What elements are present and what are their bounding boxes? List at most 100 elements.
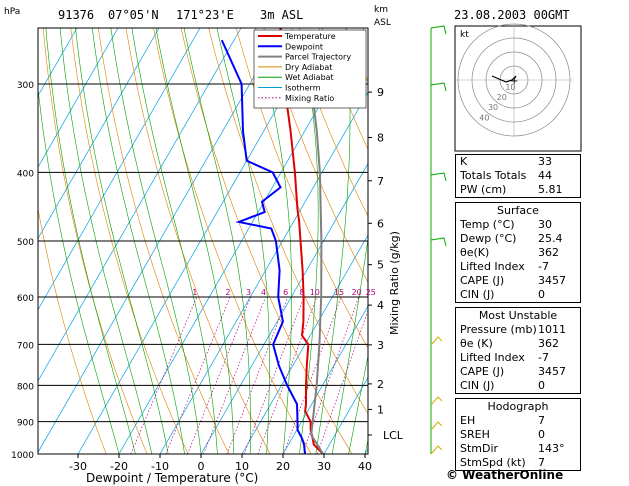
wind-barb: [430, 421, 443, 431]
isotherm-line: [38, 28, 119, 168]
pressure-tick-label: 900: [17, 419, 34, 429]
legend-entry: Wet Adiabat: [285, 73, 334, 82]
wet-adiabat-line: [59, 28, 153, 454]
index-label: θe (K): [460, 337, 493, 350]
km-tick-label: 7: [377, 175, 384, 188]
index-row: Temp (°C) 30: [456, 218, 580, 232]
wind-barb: [430, 237, 447, 247]
index-value: -7: [538, 351, 549, 364]
index-label: Dewp (°C): [460, 232, 517, 245]
plot-frame: [37, 27, 369, 455]
index-value: 1011: [538, 323, 566, 336]
index-label: θe(K): [460, 246, 490, 259]
dry-adiabat-line: [291, 28, 368, 217]
index-label: PW (cm): [460, 183, 507, 196]
index-row: CAPE (J) 3457: [456, 274, 580, 288]
hodograph-ring-label: 10: [505, 83, 515, 92]
index-label: Pressure (mb): [460, 323, 537, 336]
series-temperature: [279, 28, 324, 454]
x-tick-label: -30: [69, 460, 87, 473]
mixing-ratio-label: 8: [299, 288, 304, 297]
index-row: EH 7: [456, 414, 580, 428]
index-row: StmDir 143°: [456, 442, 580, 456]
index-row: CIN (J) 0: [456, 288, 580, 302]
index-value: 3457: [538, 274, 566, 287]
right-axis-title: Mixing Ratio (g/kg): [388, 231, 401, 335]
pressure-tick-label: 600: [17, 294, 34, 304]
wet-adiabat-line: [131, 28, 218, 454]
mixing-ratio-line: [226, 296, 289, 454]
wet-adiabat-line: [348, 354, 368, 454]
wet-adiabat-line: [45, 28, 136, 454]
mixing-ratio-label: 25: [366, 288, 376, 297]
dry-adiabat-line: [180, 28, 353, 454]
index-value: 0: [538, 379, 545, 392]
km-tick-label: 9: [377, 86, 384, 99]
wet-adiabat-line: [75, 28, 169, 454]
index-row: SREH 0: [456, 428, 580, 442]
most-unstable-box: Most Unstable Pressure (mb) 1011 θe (K) 362…: [455, 307, 581, 394]
index-label: Lifted Index: [460, 351, 525, 364]
mixing-ratio-line: [165, 296, 231, 454]
km-tick-label: 1: [377, 403, 384, 416]
index-row: PW (cm) 5.81: [456, 183, 580, 197]
index-value: 5.81: [538, 183, 563, 196]
mixing-ratio-label: 6: [283, 288, 288, 297]
index-row: Dewp (°C) 25.4: [456, 232, 580, 246]
index-row: Totals Totals 44: [456, 169, 580, 183]
weatheronline-credit: © WeatherOnline: [446, 468, 564, 482]
km-tick-label: 4: [377, 299, 384, 312]
wet-adiabat-line: [155, 28, 235, 454]
hpa-label: hPa: [4, 7, 20, 17]
index-value: 33: [538, 155, 552, 168]
most-unstable-title: Most Unstable: [478, 309, 558, 322]
index-label: StmDir: [460, 442, 499, 455]
dry-adiabat-line: [622, 28, 629, 454]
dry-adiabat-line: [38, 207, 107, 454]
mixing-ratio-label: 1: [192, 288, 197, 297]
index-label: K: [460, 155, 468, 168]
hodograph-trace: [491, 75, 517, 83]
index-value: 3457: [538, 365, 566, 378]
km-tick-label: 5: [377, 259, 384, 272]
hodograph-kt-label: kt: [460, 30, 469, 40]
legend-entry: Isotherm: [285, 84, 321, 93]
wind-barb: [430, 25, 447, 35]
index-row: StmSpd (kt) 7: [456, 456, 580, 470]
station-elevation: 3m ASL: [260, 8, 303, 22]
index-value: 30: [538, 218, 552, 231]
mixing-ratio-label: 10: [310, 288, 320, 297]
hodograph-ring-label: 20: [497, 93, 507, 102]
index-value: 25.4: [538, 232, 563, 245]
wet-adiabat-line: [299, 28, 319, 454]
x-axis-title: Dewpoint / Temperature (°C): [86, 471, 258, 485]
hodograph-params-title: Hodograph: [487, 400, 549, 413]
index-value: 0: [538, 288, 545, 301]
pressure-tick-label: 700: [17, 341, 34, 351]
wet-adiabat-line: [183, 28, 251, 454]
mixing-ratio-label: 4: [261, 288, 266, 297]
mixing-ratio-line: [187, 296, 251, 454]
index-value: 7: [538, 456, 545, 469]
legend-entry: Temperature: [284, 32, 336, 41]
index-row: Pressure (mb) 1011: [456, 323, 580, 337]
index-value: 0: [538, 428, 545, 441]
mixing-ratio-label: 2: [225, 288, 230, 297]
index-label: Totals Totals: [460, 169, 527, 182]
dry-adiabat-line: [263, 28, 368, 284]
surface-box: Surface Temp (°C) 30 Dewp (°C) 25.4 θe(K) 362…: [455, 202, 581, 303]
hodograph-ring-label: 30: [488, 103, 498, 112]
pressure-tick-label: 800: [17, 382, 34, 392]
x-tick-label: 0: [198, 460, 205, 473]
chart-profiles: [220, 28, 325, 454]
wet-adiabat-line: [255, 28, 293, 454]
indices-box: K 33 Totals Totals 44 PW (cm) 5.81: [455, 154, 581, 198]
hodograph-params-box: Hodograph EH 7 SREH 0 StmDir 143° StmSpd (kt) 7: [455, 398, 581, 471]
index-row: Lifted Index -7: [456, 351, 580, 365]
index-label: CAPE (J): [460, 274, 505, 287]
index-value: -7: [538, 260, 549, 273]
index-row: CIN (J) 0: [456, 379, 580, 393]
legend-box: [253, 29, 367, 109]
legend-entry: Parcel Trajectory: [285, 53, 351, 62]
